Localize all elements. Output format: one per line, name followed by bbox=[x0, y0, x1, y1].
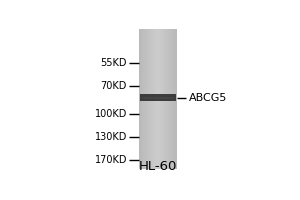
Bar bbox=[173, 29, 174, 169]
Bar bbox=[140, 29, 141, 169]
Bar bbox=[169, 29, 170, 169]
Bar bbox=[170, 29, 171, 169]
Text: 100KD: 100KD bbox=[94, 109, 127, 119]
Text: HL-60: HL-60 bbox=[139, 160, 177, 173]
Bar bbox=[155, 29, 156, 169]
Bar bbox=[160, 29, 161, 169]
Bar bbox=[153, 29, 154, 169]
Bar bbox=[158, 29, 159, 169]
Bar bbox=[157, 29, 158, 169]
Bar bbox=[146, 29, 147, 169]
Bar bbox=[143, 29, 144, 169]
Bar bbox=[142, 97, 174, 99]
Bar bbox=[163, 29, 164, 169]
Bar bbox=[147, 29, 148, 169]
Bar bbox=[175, 29, 176, 169]
Bar bbox=[142, 29, 143, 169]
Bar bbox=[172, 29, 173, 169]
Bar bbox=[159, 29, 160, 169]
Bar bbox=[161, 29, 162, 169]
Bar bbox=[148, 29, 149, 169]
Bar bbox=[150, 29, 151, 169]
Text: ABCG5: ABCG5 bbox=[189, 93, 227, 103]
Bar bbox=[166, 29, 167, 169]
Text: 130KD: 130KD bbox=[94, 132, 127, 142]
Bar bbox=[168, 29, 169, 169]
Bar bbox=[171, 29, 172, 169]
Bar bbox=[154, 29, 155, 169]
Bar bbox=[167, 29, 168, 169]
Bar bbox=[144, 29, 145, 169]
Bar bbox=[139, 29, 140, 169]
Bar bbox=[164, 29, 166, 169]
Bar bbox=[174, 29, 175, 169]
Bar bbox=[141, 29, 142, 169]
Text: 55KD: 55KD bbox=[100, 58, 127, 68]
Bar bbox=[149, 29, 150, 169]
Bar bbox=[152, 29, 153, 169]
Bar bbox=[151, 29, 152, 169]
Text: 170KD: 170KD bbox=[94, 155, 127, 165]
Bar bbox=[140, 94, 176, 101]
Bar bbox=[156, 29, 157, 169]
Text: 70KD: 70KD bbox=[100, 81, 127, 91]
Bar bbox=[176, 29, 177, 169]
Bar bbox=[162, 29, 163, 169]
